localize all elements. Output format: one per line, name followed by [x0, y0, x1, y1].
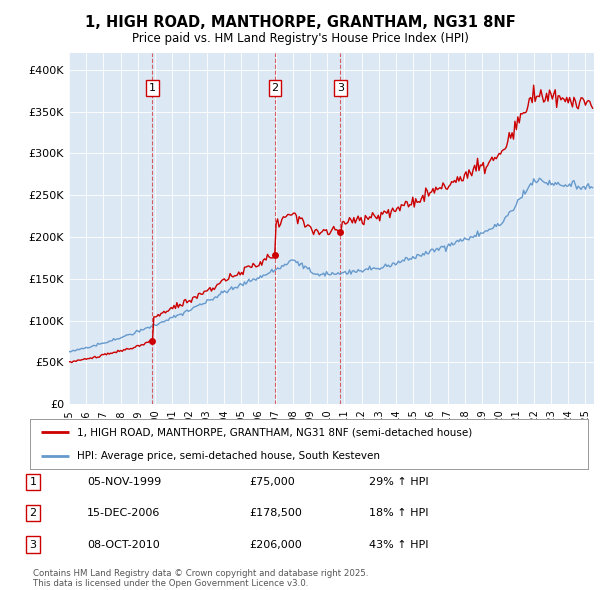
Text: 18% ↑ HPI: 18% ↑ HPI — [369, 509, 428, 518]
Text: 05-NOV-1999: 05-NOV-1999 — [87, 477, 161, 487]
Text: 1, HIGH ROAD, MANTHORPE, GRANTHAM, NG31 8NF (semi-detached house): 1, HIGH ROAD, MANTHORPE, GRANTHAM, NG31 … — [77, 427, 473, 437]
Text: Contains HM Land Registry data © Crown copyright and database right 2025.
This d: Contains HM Land Registry data © Crown c… — [33, 569, 368, 588]
Text: £75,000: £75,000 — [249, 477, 295, 487]
Text: 1: 1 — [29, 477, 37, 487]
Text: £206,000: £206,000 — [249, 540, 302, 549]
Text: 29% ↑ HPI: 29% ↑ HPI — [369, 477, 428, 487]
Text: 08-OCT-2010: 08-OCT-2010 — [87, 540, 160, 549]
Text: 1: 1 — [149, 83, 156, 93]
Text: 1, HIGH ROAD, MANTHORPE, GRANTHAM, NG31 8NF: 1, HIGH ROAD, MANTHORPE, GRANTHAM, NG31 … — [85, 15, 515, 30]
Text: 2: 2 — [29, 509, 37, 518]
Text: 43% ↑ HPI: 43% ↑ HPI — [369, 540, 428, 549]
Text: 15-DEC-2006: 15-DEC-2006 — [87, 509, 160, 518]
Text: £178,500: £178,500 — [249, 509, 302, 518]
Text: 3: 3 — [29, 540, 37, 549]
Text: Price paid vs. HM Land Registry's House Price Index (HPI): Price paid vs. HM Land Registry's House … — [131, 32, 469, 45]
Text: 3: 3 — [337, 83, 344, 93]
Text: 2: 2 — [271, 83, 278, 93]
Text: HPI: Average price, semi-detached house, South Kesteven: HPI: Average price, semi-detached house,… — [77, 451, 380, 461]
